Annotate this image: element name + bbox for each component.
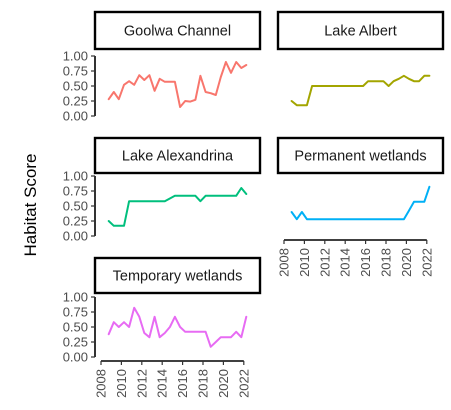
x-tick-label: 2022	[236, 369, 251, 398]
facet-strip	[93, 10, 262, 51]
series-line-lake-albert	[290, 74, 431, 107]
y-tick-label: 0.75	[63, 64, 88, 79]
facet-strip	[276, 10, 445, 51]
y-tick-label: 0.25	[63, 94, 88, 109]
panel-permanent-wetlands: Permanent wetlands 2008 2010 2012 2014 2016 20…	[276, 136, 445, 277]
panel-temporary-wetlands: Temporary wetlands 0.000.250.500.751.00 20…	[63, 256, 262, 398]
x-tick-label: 2012	[134, 369, 149, 398]
x-tick-label: 2010	[297, 248, 312, 277]
facet-strip-label: Goolwa Channel	[124, 24, 231, 40]
facet-strip	[93, 256, 262, 295]
y-tick-label: 0.00	[63, 109, 88, 124]
series-line-goolwa-channel	[107, 61, 248, 108]
y-tick-label: 1.00	[63, 290, 88, 305]
y-tick-label: 0.00	[63, 229, 88, 244]
x-tick-label: 2008	[277, 248, 292, 277]
y-tick-label: 0.00	[63, 350, 88, 365]
x-tick-label: 2014	[338, 248, 353, 277]
facet-strip-label: Lake Albert	[324, 24, 397, 40]
y-tick-label: 0.50	[63, 320, 88, 335]
facet-strip	[93, 136, 262, 175]
panel-goolwa-channel: Goolwa Channel 0.000.250.500.751.00	[63, 10, 262, 124]
series-line-permanent-wetlands	[290, 185, 431, 221]
x-tick-label: 2012	[317, 248, 332, 277]
y-tick-label: 0.75	[63, 184, 88, 199]
y-tick-label: 0.25	[63, 214, 88, 229]
x-tick-label: 2014	[155, 369, 170, 398]
series-line-temporary-wetlands	[107, 306, 248, 348]
facet-strip-label: Lake Alexandrina	[122, 149, 234, 165]
facet-strip-label: Permanent wetlands	[294, 149, 426, 165]
x-tick-label: 2022	[419, 248, 434, 277]
facet-strip	[276, 136, 445, 175]
x-tick-label: 2020	[216, 369, 231, 398]
y-tick-label: 0.25	[63, 335, 88, 350]
x-tick-label: 2018	[379, 248, 394, 277]
y-tick-label: 0.50	[63, 79, 88, 94]
panel-lake-alexandrina: Lake Alexandrina 0.000.250.500.751.00	[63, 136, 262, 244]
y-axis-title: Habitat Score	[21, 154, 40, 257]
y-tick-label: 0.50	[63, 199, 88, 214]
y-tick-label: 0.75	[63, 305, 88, 320]
x-tick-label: 2018	[196, 369, 211, 398]
x-tick-label: 2008	[94, 369, 109, 398]
x-tick-label: 2020	[399, 248, 414, 277]
x-tick-label: 2016	[358, 248, 373, 277]
panel-lake-albert: Lake Albert	[276, 10, 445, 107]
y-tick-label: 1.00	[63, 49, 88, 64]
facet-strip-label: Temporary wetlands	[113, 269, 243, 285]
y-tick-label: 1.00	[63, 169, 88, 184]
series-line-lake-alexandrina	[107, 187, 248, 227]
x-tick-label: 2016	[175, 369, 190, 398]
x-tick-label: 2010	[114, 369, 129, 398]
